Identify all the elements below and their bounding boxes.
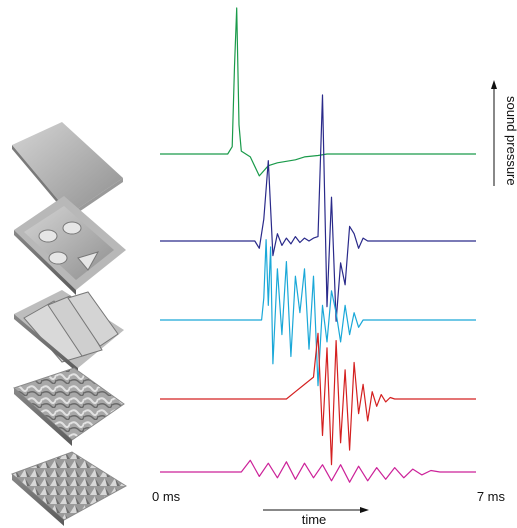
series-line-5 bbox=[160, 459, 476, 483]
y-axis-label: sound pressure bbox=[504, 96, 517, 186]
y-axis: sound pressure bbox=[491, 80, 517, 186]
rough-terrain-icon bbox=[13, 367, 125, 446]
y-axis-arrow-icon bbox=[491, 80, 497, 89]
shapes-plate-icon bbox=[14, 196, 126, 295]
series-line-1 bbox=[160, 7, 476, 177]
series-line-3 bbox=[160, 239, 476, 387]
x-axis-arrow-icon bbox=[360, 507, 369, 513]
bumpy-surface-icon bbox=[11, 451, 127, 526]
x-tick-label-start: 0 ms bbox=[152, 489, 181, 504]
ridged-plate-icon bbox=[14, 290, 124, 373]
series-line-2 bbox=[160, 94, 476, 322]
series-line-4 bbox=[160, 332, 476, 466]
x-axis: 0 ms 7 ms time bbox=[152, 489, 505, 527]
x-tick-label-end: 7 ms bbox=[477, 489, 506, 504]
waveform-series bbox=[160, 7, 476, 483]
flat-plate-icon bbox=[12, 122, 123, 218]
x-axis-label: time bbox=[302, 512, 327, 527]
